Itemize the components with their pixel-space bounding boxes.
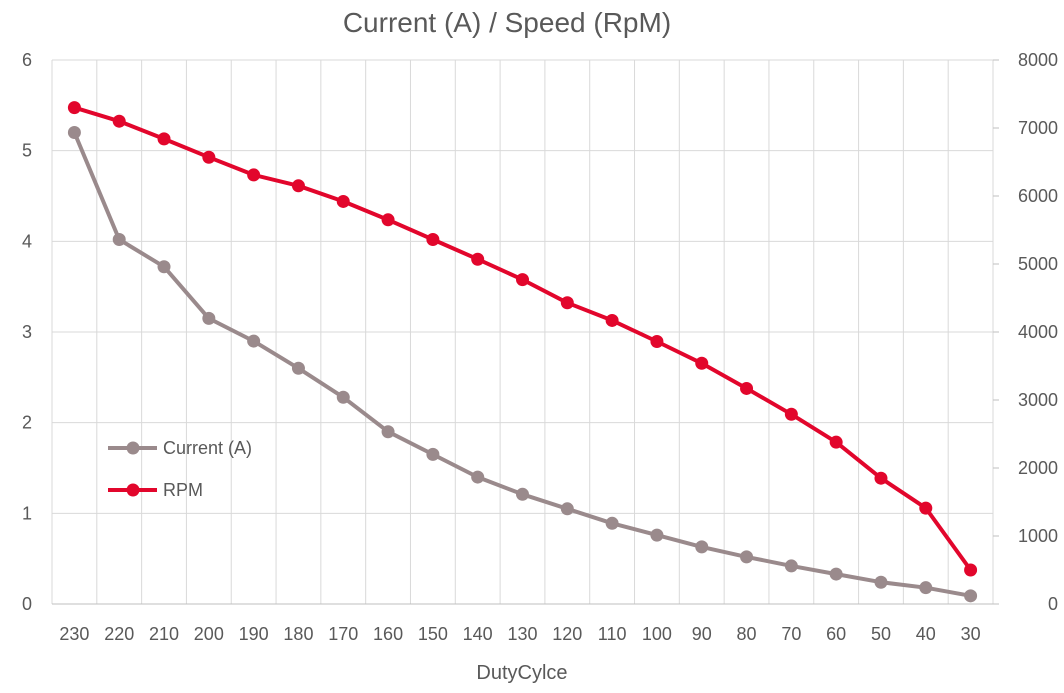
- data-point: [67, 126, 81, 140]
- x-tick-label: 190: [239, 624, 269, 644]
- data-point: [336, 194, 350, 208]
- data-point: [740, 381, 754, 395]
- right-tick-label: 3000: [1018, 390, 1058, 410]
- data-point: [516, 273, 529, 287]
- data-point: [605, 516, 619, 530]
- left-tick-label: 3: [22, 322, 32, 342]
- x-tick-label: 180: [283, 624, 313, 644]
- data-point: [202, 150, 216, 164]
- data-point: [829, 435, 843, 449]
- data-point: [874, 471, 888, 485]
- x-tick-label: 90: [692, 624, 712, 644]
- left-tick-label: 0: [22, 594, 32, 614]
- right-tick-label: 2000: [1018, 458, 1058, 478]
- left-tick-label: 2: [22, 413, 32, 433]
- data-point: [112, 114, 126, 128]
- x-tick-label: 170: [328, 624, 358, 644]
- x-tick-label: 200: [194, 624, 224, 644]
- x-tick-label: 210: [149, 624, 179, 644]
- right-tick-label: 8000: [1018, 50, 1058, 70]
- data-point: [157, 260, 171, 274]
- x-tick-label: 70: [781, 624, 801, 644]
- data-point: [426, 233, 440, 247]
- data-point: [336, 390, 350, 404]
- data-point: [426, 447, 440, 461]
- data-point: [650, 335, 664, 349]
- data-point: [964, 589, 978, 603]
- data-point: [605, 313, 619, 327]
- right-tick-label: 7000: [1018, 118, 1058, 138]
- data-point: [112, 233, 126, 247]
- right-tick-label: 1000: [1018, 526, 1058, 546]
- data-point: [650, 528, 664, 542]
- right-tick-label: 5000: [1018, 254, 1058, 274]
- data-point: [67, 101, 81, 115]
- left-tick-label: 4: [22, 231, 32, 251]
- data-point: [560, 296, 574, 310]
- data-point: [784, 407, 798, 421]
- legend-item: Current (A): [108, 438, 252, 458]
- legend: Current (A) RPM: [108, 438, 252, 500]
- data-point: [291, 179, 305, 193]
- data-point: [919, 501, 933, 515]
- data-point: [157, 132, 171, 146]
- legend-swatch-marker: [126, 483, 140, 497]
- data-point: [516, 487, 529, 501]
- x-tick-label: 30: [961, 624, 981, 644]
- x-tick-label: 80: [737, 624, 757, 644]
- data-point: [740, 550, 754, 564]
- data-point: [202, 311, 216, 325]
- left-tick-label: 1: [22, 503, 32, 523]
- x-axis-title: DutyCylce: [476, 662, 567, 684]
- data-point: [695, 540, 709, 554]
- data-point: [784, 559, 798, 573]
- legend-item: RPM: [108, 480, 203, 500]
- grid: [51, 59, 994, 604]
- x-tick-label: 230: [59, 624, 89, 644]
- chart-title: Current (A) / Speed (RpM): [343, 7, 671, 38]
- data-point: [381, 425, 395, 439]
- left-axis-ticks: 0 1 2 3 4 5 6: [22, 50, 32, 614]
- x-tick-label: 110: [598, 624, 627, 644]
- series-0: [67, 126, 978, 603]
- x-tick-label: 140: [463, 624, 493, 644]
- x-tick-label: 60: [826, 624, 846, 644]
- series-line: [72, 131, 971, 598]
- data-point: [247, 168, 261, 182]
- x-tick-label: 130: [507, 624, 537, 644]
- legend-swatch-marker: [126, 441, 140, 455]
- data-point: [874, 575, 888, 589]
- right-tick-label: 0: [1048, 594, 1058, 614]
- data-point: [247, 334, 261, 348]
- data-point: [919, 581, 933, 595]
- legend-label: RPM: [163, 480, 203, 500]
- data-point: [291, 361, 305, 375]
- x-tick-label: 100: [642, 624, 672, 644]
- right-tick-label: 4000: [1018, 322, 1058, 342]
- right-tick-label: 6000: [1018, 186, 1058, 206]
- series-group: [67, 101, 978, 603]
- x-tick-label: 120: [552, 624, 582, 644]
- x-tick-label: 40: [916, 624, 936, 644]
- data-point: [695, 356, 709, 370]
- x-tick-label: 50: [871, 624, 891, 644]
- legend-label: Current (A): [163, 438, 252, 458]
- left-tick-label: 5: [22, 141, 32, 161]
- x-tick-label: 150: [418, 624, 448, 644]
- x-tick-label: 220: [104, 624, 134, 644]
- data-point: [829, 567, 843, 581]
- x-tick-label: 160: [373, 624, 403, 644]
- left-tick-label: 6: [22, 50, 32, 70]
- data-point: [964, 563, 978, 577]
- data-point: [471, 470, 485, 484]
- data-point: [381, 213, 395, 227]
- data-point: [560, 502, 574, 516]
- x-axis-ticks: 230 220 210 200 190 180 170 160 150 140 130 120 110 1…: [59, 624, 980, 644]
- series-1: [67, 101, 978, 577]
- right-axis-ticks: 0 1000 2000 3000 4000 5000 6000 7000 8000: [993, 50, 1058, 614]
- data-point: [471, 252, 485, 266]
